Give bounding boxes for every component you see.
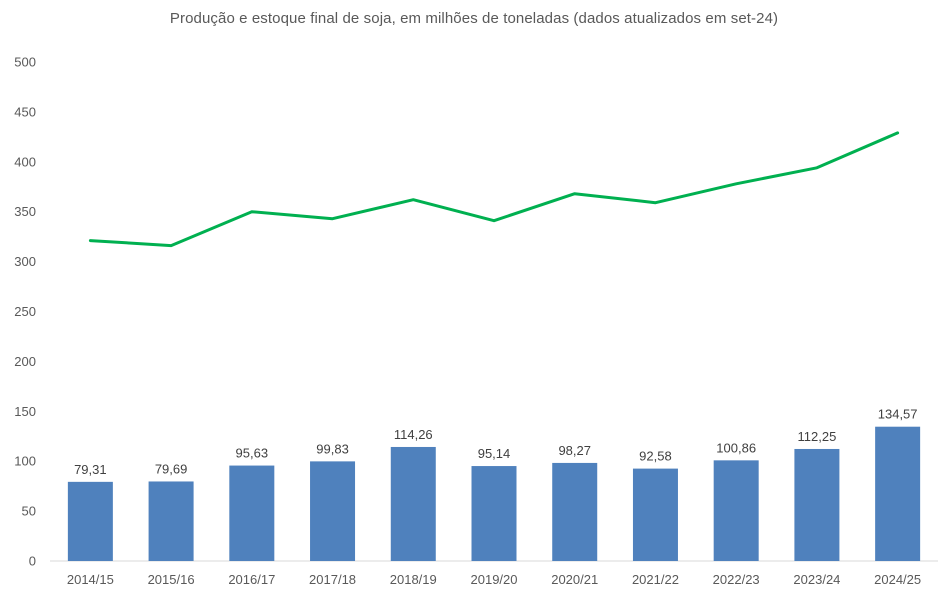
bar <box>552 462 598 561</box>
x-tick-label: 2022/23 <box>713 572 760 587</box>
y-tick-label: 350 <box>14 204 36 219</box>
x-tick-label: 2024/25 <box>874 572 921 587</box>
bar <box>794 448 840 561</box>
bar-value-label: 100,86 <box>716 440 756 455</box>
y-tick-label: 400 <box>14 154 36 169</box>
bar-value-label: 79,31 <box>74 462 107 477</box>
y-axis-ticks: 0 50 100 150 200 250 300 350 400 450 500 <box>14 55 36 569</box>
y-tick-label: 250 <box>14 304 36 319</box>
y-tick-label: 0 <box>29 554 36 569</box>
bar <box>67 481 113 561</box>
bar <box>390 446 436 561</box>
bar <box>632 468 678 561</box>
x-axis-ticks: 2014/15 2015/16 2016/17 2017/18 2018/19 2019/… <box>67 572 921 587</box>
x-tick-label: 2016/17 <box>228 572 275 587</box>
x-tick-label: 2019/20 <box>471 572 518 587</box>
y-tick-label: 50 <box>22 504 36 519</box>
bar-series <box>67 426 921 561</box>
y-tick-label: 500 <box>14 55 36 70</box>
bar-value-label: 114,26 <box>394 427 433 442</box>
bar-value-label: 112,25 <box>798 429 837 444</box>
x-tick-label: 2018/19 <box>390 572 437 587</box>
x-tick-label: 2020/21 <box>551 572 598 587</box>
bar <box>875 426 921 561</box>
line-series <box>88 131 900 248</box>
y-tick-label: 450 <box>14 104 36 119</box>
bar <box>471 466 517 561</box>
x-tick-label: 2023/24 <box>793 572 840 587</box>
y-tick-label: 100 <box>14 454 36 469</box>
chart-title: Produção e estoque final de soja, em mil… <box>169 10 779 27</box>
bar-value-label: 92,58 <box>639 449 672 464</box>
y-tick-label: 150 <box>14 404 36 419</box>
bar-value-label: 79,69 <box>155 461 188 476</box>
x-tick-label: 2014/15 <box>67 572 114 587</box>
bar <box>148 481 194 561</box>
y-tick-label: 300 <box>14 254 36 269</box>
bar-value-label: 134,57 <box>878 407 918 422</box>
bar-value-label: 99,83 <box>316 441 349 456</box>
bar <box>713 460 759 561</box>
x-tick-label: 2021/22 <box>632 572 679 587</box>
bar-data-labels: 79,31 79,69 95,63 99,83 114,26 95,14 98,27 92,5… <box>74 407 917 477</box>
bar-value-label: 95,14 <box>478 446 511 461</box>
bar <box>229 465 275 561</box>
x-tick-label: 2017/18 <box>309 572 356 587</box>
bar <box>310 461 356 561</box>
y-tick-label: 200 <box>14 354 36 369</box>
x-tick-label: 2015/16 <box>148 572 195 587</box>
bar-value-label: 98,27 <box>558 443 591 458</box>
bar-value-label: 95,63 <box>236 446 269 461</box>
